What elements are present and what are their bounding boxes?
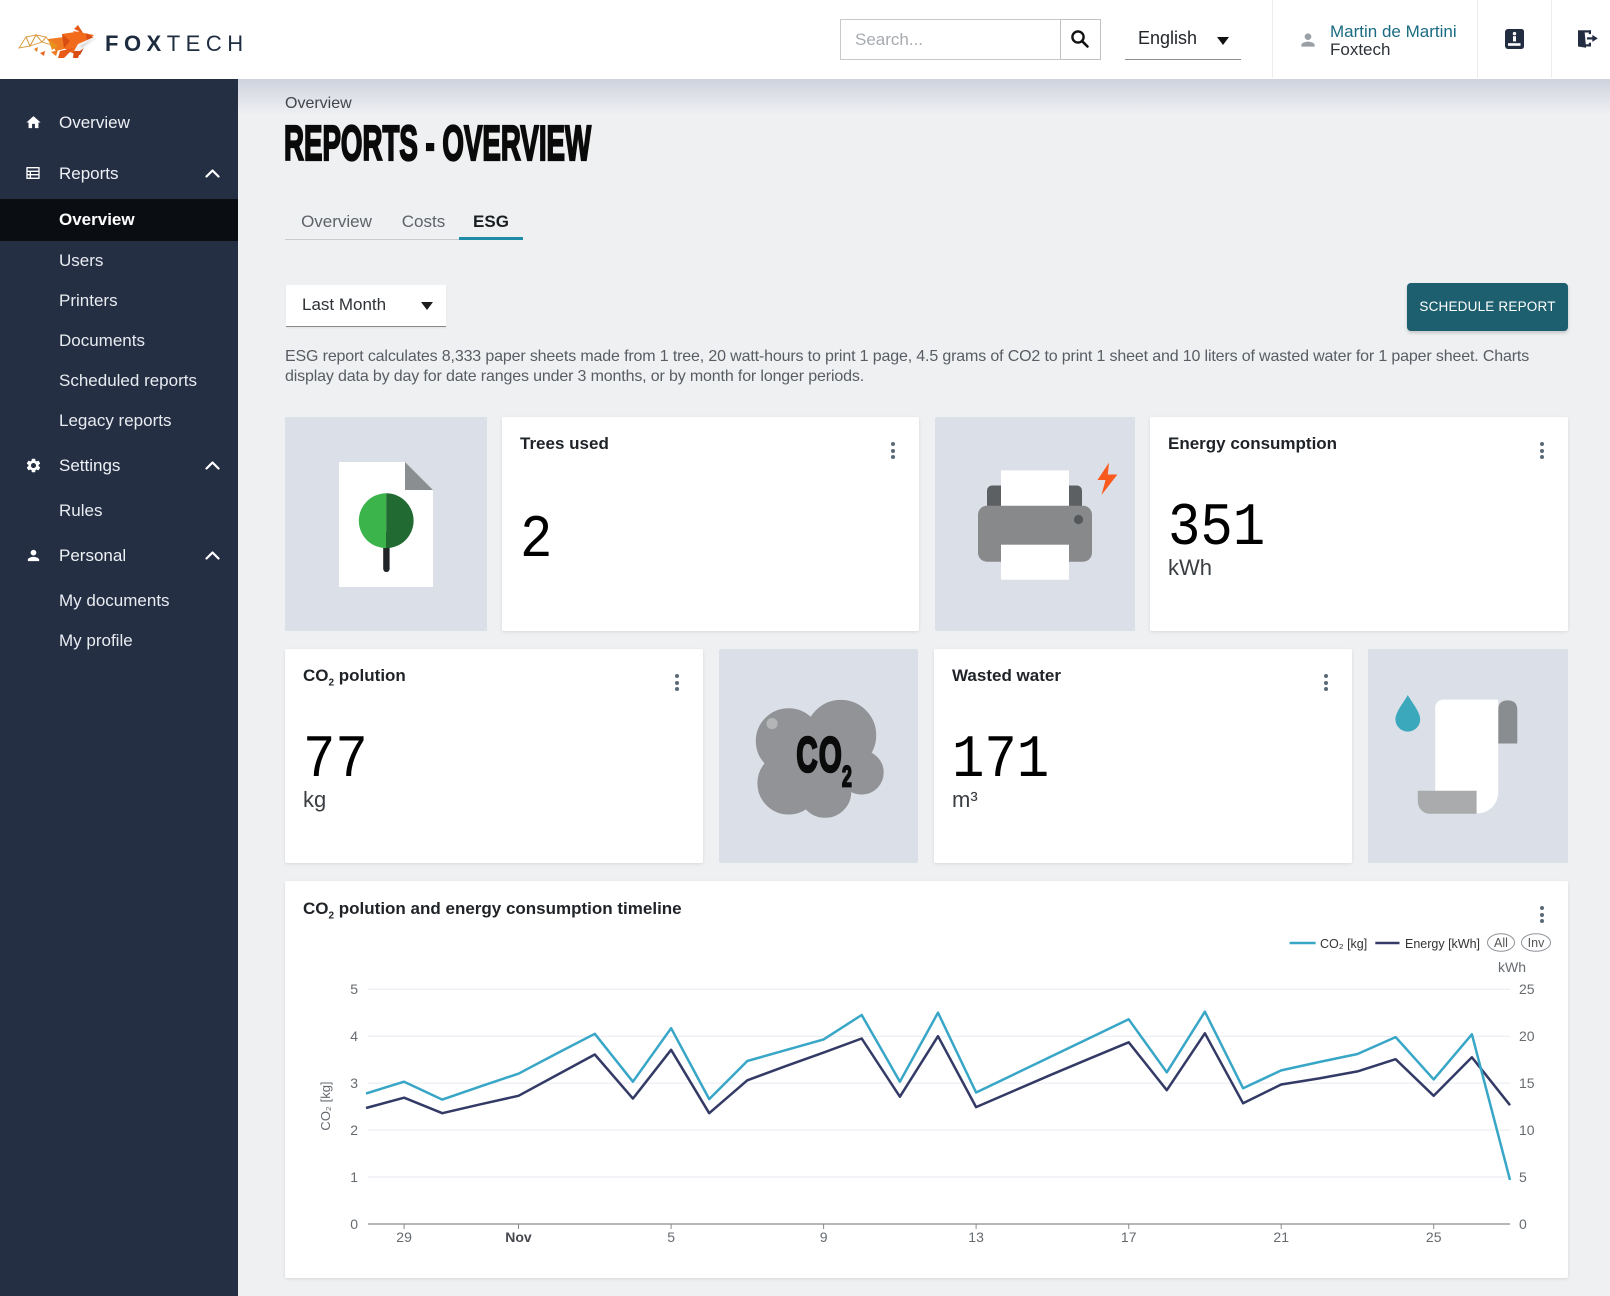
svg-text:4: 4 bbox=[350, 1028, 358, 1044]
svg-text:10: 10 bbox=[1519, 1122, 1535, 1138]
svg-text:2: 2 bbox=[350, 1122, 358, 1138]
svg-text:Inv: Inv bbox=[1528, 936, 1545, 950]
svg-text:CO: CO bbox=[796, 727, 842, 783]
svg-text:17: 17 bbox=[1121, 1229, 1137, 1245]
svg-text:3: 3 bbox=[350, 1075, 358, 1091]
svg-text:1: 1 bbox=[350, 1169, 358, 1185]
svg-text:Nov: Nov bbox=[505, 1229, 532, 1245]
svg-text:9: 9 bbox=[820, 1229, 828, 1245]
svg-text:All: All bbox=[1494, 936, 1508, 950]
svg-text:21: 21 bbox=[1273, 1229, 1289, 1245]
svg-text:kWh: kWh bbox=[1498, 959, 1526, 975]
svg-text:15: 15 bbox=[1519, 1075, 1535, 1091]
svg-text:0: 0 bbox=[1519, 1216, 1527, 1232]
svg-text:2: 2 bbox=[842, 761, 852, 794]
svg-text:0: 0 bbox=[350, 1216, 358, 1232]
svg-text:13: 13 bbox=[968, 1229, 984, 1245]
svg-text:Energy [kWh]: Energy [kWh] bbox=[1405, 937, 1480, 951]
svg-text:5: 5 bbox=[667, 1229, 675, 1245]
svg-text:5: 5 bbox=[1519, 1169, 1527, 1185]
svg-text:5: 5 bbox=[350, 981, 358, 997]
svg-text:CO₂ [kg]: CO₂ [kg] bbox=[318, 1081, 333, 1130]
svg-text:20: 20 bbox=[1519, 1028, 1535, 1044]
svg-text:25: 25 bbox=[1519, 981, 1535, 997]
svg-text:25: 25 bbox=[1426, 1229, 1442, 1245]
svg-text:CO₂ [kg]: CO₂ [kg] bbox=[1320, 937, 1367, 951]
svg-text:29: 29 bbox=[396, 1229, 412, 1245]
